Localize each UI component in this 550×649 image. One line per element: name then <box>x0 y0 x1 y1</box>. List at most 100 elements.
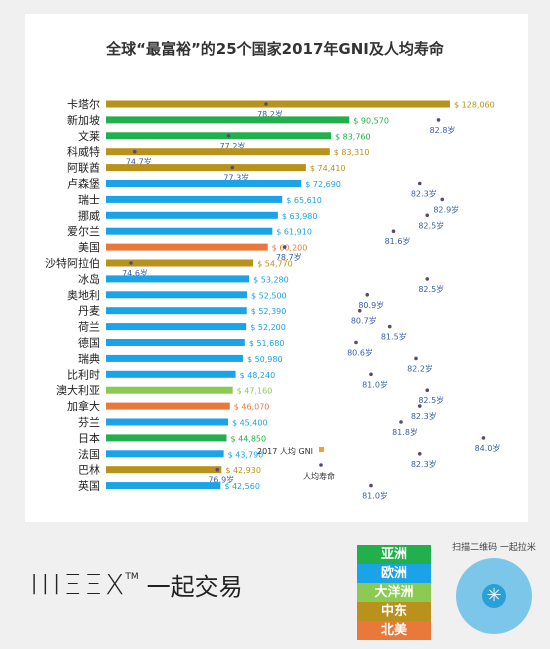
gni-value-label: $ 74,410 <box>310 164 346 173</box>
life-point <box>417 452 422 456</box>
gni-value-label: $ 45,400 <box>232 419 268 428</box>
gni-bar <box>106 402 230 410</box>
gni-value-label: $ 51,680 <box>249 339 285 348</box>
country-label: 德国 <box>78 336 100 350</box>
life-value-label: 77.2岁 <box>220 141 246 151</box>
gni-value-label: $ 42,560 <box>224 482 260 491</box>
life-value-label: 82.3岁 <box>411 411 437 421</box>
gni-value-label: $ 43,790 <box>228 450 264 459</box>
gni-value-label: $ 128,060 <box>454 101 495 110</box>
gni-value-label: $ 53,280 <box>253 275 289 284</box>
life-point <box>417 181 422 186</box>
gni-bar <box>106 450 224 458</box>
life-point <box>365 293 370 297</box>
gni-value-label: $ 65,610 <box>286 196 322 205</box>
region-legend-item: 亚洲 <box>357 545 431 564</box>
life-value-label: 81.8岁 <box>392 427 418 437</box>
gni-bar <box>106 339 245 346</box>
country-label: 英国 <box>78 479 100 493</box>
logo-mark: IIIΞΞX <box>30 567 128 601</box>
gni-bar <box>106 418 228 426</box>
life-point <box>425 213 430 218</box>
gni-value-label: $ 47,160 <box>237 387 273 396</box>
life-value-label: 74.6岁 <box>122 268 148 278</box>
life-value-label: 77.3岁 <box>223 173 249 183</box>
gni-bar <box>106 307 247 315</box>
life-point <box>369 483 373 488</box>
life-value-label: 76.9岁 <box>208 475 234 485</box>
region-legend-item: 中东 <box>357 602 431 621</box>
gni-value-label: $ 54,770 <box>257 260 293 269</box>
gni-bar <box>106 370 236 378</box>
life-point <box>230 165 235 170</box>
country-label: 爱尔兰 <box>67 225 100 238</box>
life-value-label: 78.7岁 <box>276 252 302 262</box>
logo-text: 一起交易 <box>146 572 243 601</box>
country-label: 新加坡 <box>67 113 100 127</box>
region-legend-item: 大洋洲 <box>357 583 431 602</box>
gni-value-label: $ 72,690 <box>305 180 341 189</box>
gni-value-label: $ 83,310 <box>334 148 370 157</box>
life-value-label: 81.0岁 <box>362 491 388 501</box>
gni-value-label: $ 52,390 <box>251 307 287 316</box>
gni-bar <box>106 259 254 267</box>
life-value-label: 74.7岁 <box>126 157 152 167</box>
country-label: 加拿大 <box>67 399 100 413</box>
legend-gni-swatch <box>319 447 324 452</box>
gni-bar <box>106 195 283 203</box>
country-label: 澳大利亚 <box>56 383 100 397</box>
gni-value-label: $ 46,070 <box>234 403 270 412</box>
gni-value-label: $ 83,760 <box>335 132 371 141</box>
region-legend: 亚洲 欧洲 大洋洲 中东 北美 <box>357 545 431 640</box>
logo-tm: TM <box>125 572 139 582</box>
country-label: 挪威 <box>78 208 100 222</box>
life-point <box>440 197 445 202</box>
life-value-label: 80.7岁 <box>351 316 377 326</box>
gni-value-label: $ 42,930 <box>225 466 261 475</box>
brand-logo: IIIΞΞX TM 一起交易 <box>30 564 243 604</box>
country-label: 荷兰 <box>78 321 100 334</box>
gni-bar <box>106 482 221 490</box>
life-value-label: 80.9岁 <box>358 300 384 310</box>
country-label: 卡塔尔 <box>67 98 100 111</box>
life-value-label: 81.6岁 <box>385 236 411 246</box>
country-label: 冰岛 <box>78 272 100 286</box>
life-point <box>425 277 430 281</box>
life-value-label: 82.5岁 <box>418 220 444 230</box>
country-label: 瑞士 <box>78 192 100 206</box>
region-legend-item: 欧洲 <box>357 564 431 583</box>
gni-bar <box>106 323 247 331</box>
life-point <box>387 324 392 329</box>
qr-code-icon: ✳ <box>456 558 532 634</box>
gni-value-label: $ 60,200 <box>272 244 308 253</box>
gni-value-label: $ 50,980 <box>247 355 283 364</box>
life-point <box>282 245 287 249</box>
gni-bar <box>106 275 250 283</box>
life-value-label: 82.9岁 <box>433 204 459 214</box>
gni-bar <box>106 164 306 172</box>
gni-bar <box>106 132 331 140</box>
gni-bar <box>106 100 450 108</box>
life-point <box>414 356 418 361</box>
country-label: 法国 <box>78 447 100 461</box>
country-label: 日本 <box>78 431 100 445</box>
life-point <box>226 134 231 138</box>
life-value-label: 82.8岁 <box>430 125 456 135</box>
life-value-label: 82.3岁 <box>411 189 437 199</box>
region-legend-item: 北美 <box>357 621 431 640</box>
life-point <box>481 436 486 440</box>
country-label: 阿联酋 <box>67 161 100 175</box>
country-label: 奥地利 <box>67 288 100 302</box>
gni-bar <box>106 227 273 235</box>
gni-value-label: $ 44,850 <box>230 434 266 443</box>
gni-bar <box>106 354 243 362</box>
country-label: 比利时 <box>67 368 100 381</box>
gni-value-label: $ 90,570 <box>353 116 389 125</box>
country-label: 科威特 <box>67 145 100 159</box>
life-value-label: 84.0岁 <box>475 443 501 453</box>
life-value-label: 82.5岁 <box>418 395 444 405</box>
country-label: 文莱 <box>78 129 100 143</box>
gni-bar <box>106 386 233 394</box>
gni-value-label: $ 52,200 <box>250 323 286 332</box>
country-label: 瑞典 <box>78 351 100 365</box>
